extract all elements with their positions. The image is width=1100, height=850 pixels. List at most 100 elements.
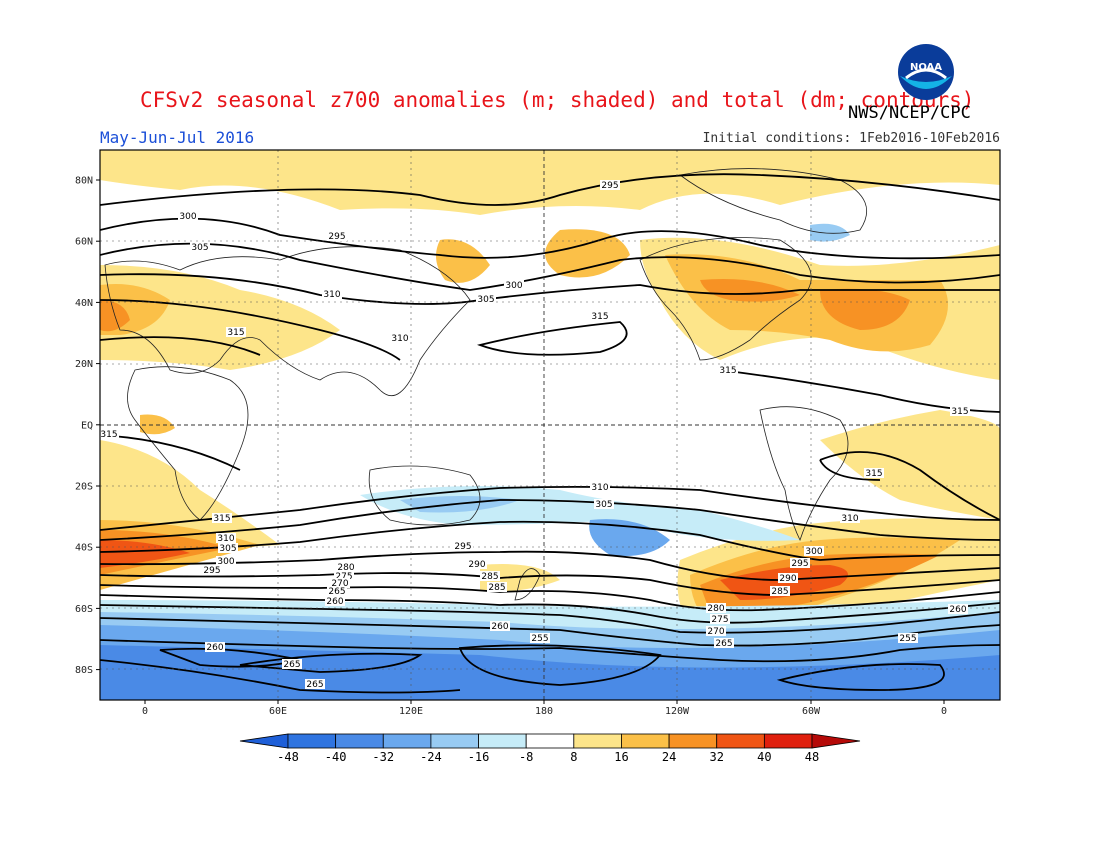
svg-text:260: 260: [326, 597, 343, 607]
colorbar-swatch: [335, 733, 384, 749]
svg-text:305: 305: [595, 500, 612, 510]
contour-label: 265: [305, 679, 325, 690]
lat-tick-label: 60N: [75, 237, 93, 248]
noaa-logo: NOAA: [898, 44, 954, 100]
svg-text:310: 310: [841, 514, 858, 524]
contour-label: 315: [100, 429, 119, 440]
positive-anomalies: [100, 150, 1000, 636]
contour-label: 265: [714, 638, 734, 649]
svg-text:255: 255: [899, 634, 916, 644]
colorbar-label: -48: [277, 750, 299, 764]
svg-text:NOAA: NOAA: [910, 62, 942, 73]
svg-text:280: 280: [337, 563, 354, 573]
contour-label: 260: [490, 621, 510, 632]
lat-tick-label: 80N: [75, 176, 93, 187]
forecast-period: May-Jun-Jul 2016: [100, 128, 255, 147]
contour-label: 305: [190, 242, 210, 253]
lat-tick-label: EQ: [81, 420, 93, 431]
svg-text:310: 310: [391, 334, 408, 344]
colorbar-swatch: [382, 733, 432, 749]
lat-tick-label: 20S: [75, 482, 93, 493]
colorbar-label: 48: [805, 750, 819, 764]
svg-text:265: 265: [328, 587, 345, 597]
contour-label: 295: [453, 541, 473, 552]
svg-text:305: 305: [219, 544, 236, 554]
lat-tick-label: 40S: [75, 543, 93, 554]
contour-label: 260: [948, 604, 968, 615]
lat-tick-label: 40N: [75, 298, 93, 309]
contour-label: 310: [322, 289, 342, 300]
colorbar-label: -8: [519, 750, 533, 764]
svg-text:295: 295: [601, 181, 618, 191]
svg-text:300: 300: [805, 547, 822, 557]
svg-text:315: 315: [591, 312, 608, 322]
colorbar-swatch: [239, 733, 289, 749]
lon-tick-label: 120W: [665, 706, 690, 717]
height-contours: [100, 173, 1000, 694]
colorbar-label: -24: [420, 750, 442, 764]
contour-label: 255: [530, 633, 550, 644]
contour-label: 310: [216, 533, 236, 544]
colorbar-label: -32: [372, 750, 394, 764]
contour-label: 315: [212, 513, 232, 524]
contour-label: 315: [226, 327, 246, 338]
svg-text:255: 255: [531, 634, 548, 644]
colorbar-label: -16: [468, 750, 490, 764]
contour-label: 305: [476, 294, 496, 305]
colorbar-swatch: [621, 733, 670, 749]
contour-label: 265: [327, 586, 347, 597]
contour-label: 310: [840, 513, 860, 524]
contour-label: 310: [590, 482, 610, 493]
svg-text:295: 295: [791, 559, 808, 569]
contour-label: 315: [864, 468, 884, 479]
svg-text:300: 300: [505, 281, 522, 291]
contour-label: 265: [282, 659, 302, 670]
colorbar-swatch: [811, 733, 861, 749]
svg-text:260: 260: [206, 643, 223, 653]
svg-text:280: 280: [707, 604, 724, 614]
contour-label: 295: [600, 180, 620, 191]
svg-text:295: 295: [454, 542, 471, 552]
colorbar: -48 -40 -32 -24 -16 -8 8 16 24 32 40 48: [239, 733, 861, 764]
contour-label: 300: [504, 280, 524, 291]
lon-tick-label: 0: [142, 706, 148, 717]
colorbar-label: 8: [570, 750, 577, 764]
contour-label: 260: [205, 642, 225, 653]
lat-tick-label: 80S: [75, 665, 93, 676]
svg-text:295: 295: [328, 232, 345, 242]
svg-text:315: 315: [951, 407, 968, 417]
contour-label: 315: [590, 311, 610, 322]
svg-text:310: 310: [217, 534, 234, 544]
contour-label: 285: [480, 571, 500, 582]
svg-text:260: 260: [491, 622, 508, 632]
contour-label: 310: [390, 333, 410, 344]
svg-text:315: 315: [213, 514, 230, 524]
colorbar-swatch: [287, 733, 337, 749]
lon-tick-label: 60W: [802, 706, 821, 717]
colorbar-swatch: [763, 733, 813, 749]
contour-label: 295: [202, 565, 222, 576]
lat-tick-label: 20N: [75, 359, 93, 370]
svg-text:265: 265: [283, 660, 300, 670]
contour-label: 270: [330, 578, 350, 589]
svg-text:305: 305: [477, 295, 494, 305]
svg-text:265: 265: [715, 639, 732, 649]
contour-label: 315: [950, 406, 970, 417]
svg-text:270: 270: [707, 627, 724, 637]
longitude-axis: 0 60E 120E 180 120W 60W 0: [142, 700, 947, 717]
contour-labels: 2953002953053003053103153153103153153153…: [100, 180, 970, 690]
svg-text:285: 285: [488, 583, 505, 593]
colorbar-label: 32: [710, 750, 724, 764]
colorbar-swatch: [716, 733, 765, 749]
svg-text:310: 310: [591, 483, 608, 493]
colorbar-swatch: [478, 733, 527, 749]
contour-label: 305: [218, 543, 238, 554]
svg-text:300: 300: [179, 212, 196, 222]
svg-text:285: 285: [771, 587, 788, 597]
contour-label: 300: [804, 546, 824, 557]
lat-tick-label: 60S: [75, 604, 93, 615]
map-area: 2953002953053003053103153153103153153153…: [100, 150, 1000, 700]
colorbar-swatch: [668, 733, 718, 749]
contour-label: 315: [718, 365, 738, 376]
svg-text:290: 290: [779, 574, 796, 584]
